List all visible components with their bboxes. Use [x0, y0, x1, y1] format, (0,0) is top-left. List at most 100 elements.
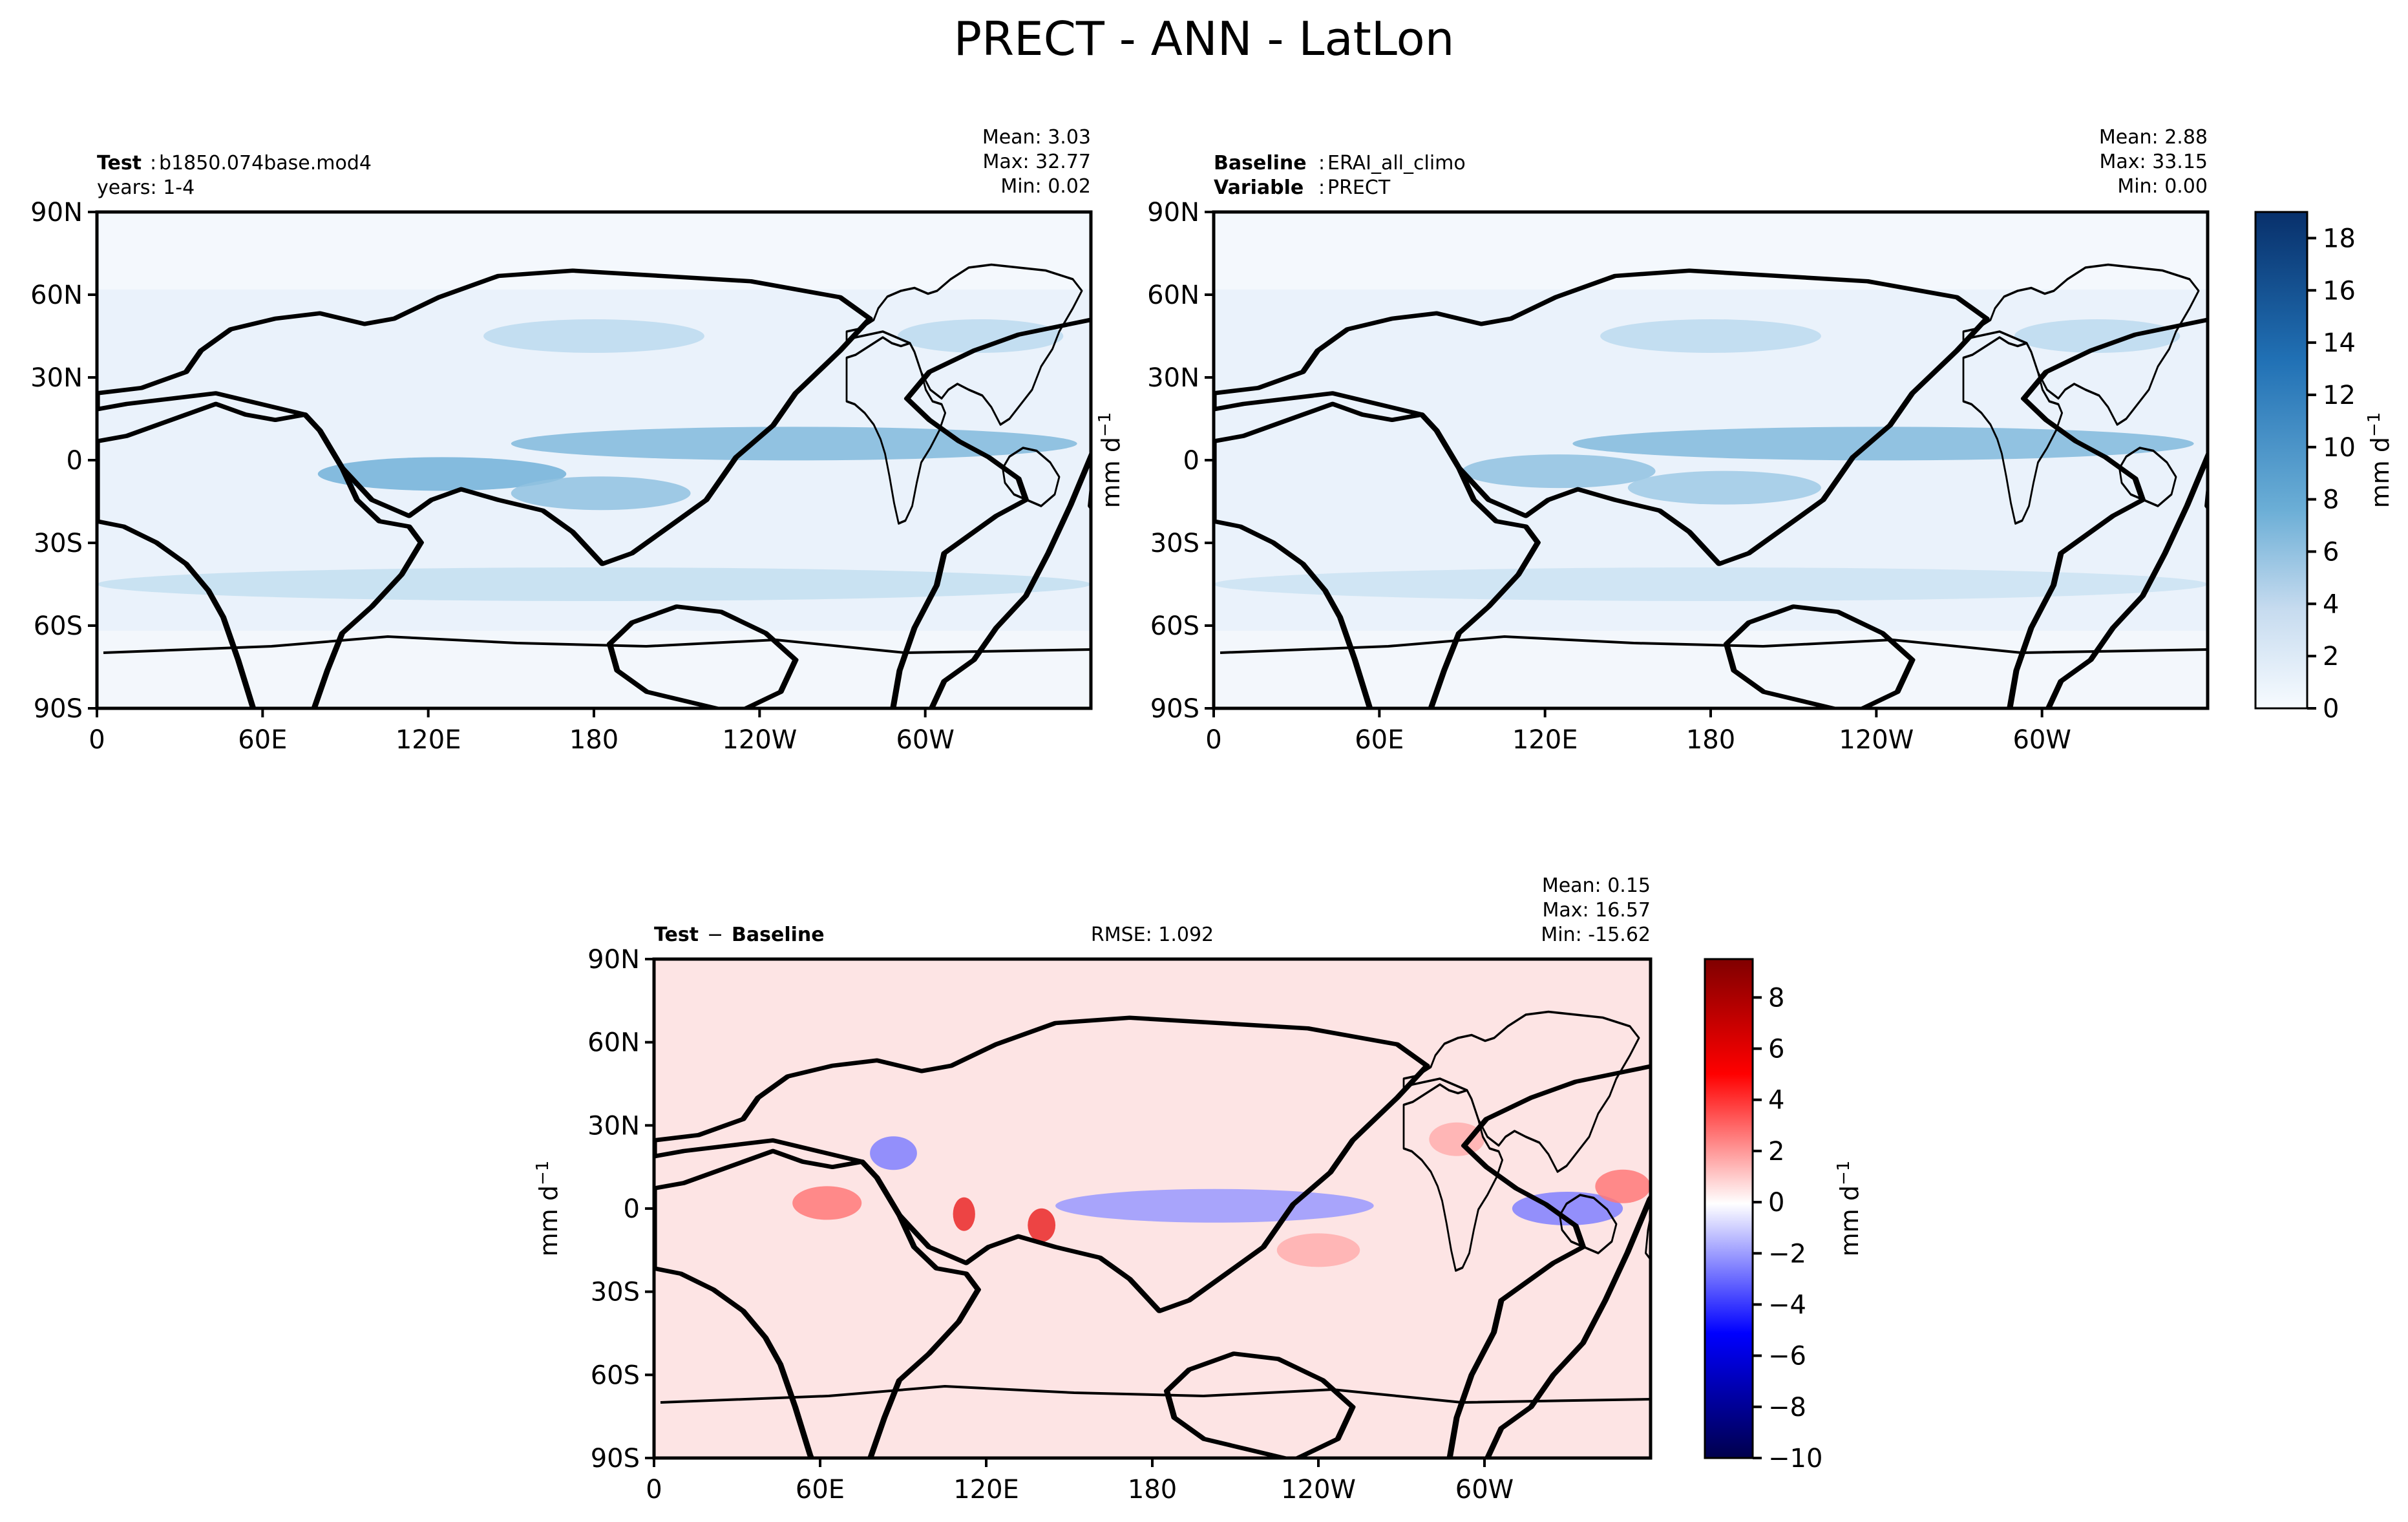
y-tick-label: 90S [591, 1444, 640, 1474]
x-tick-label: 180 [569, 725, 618, 755]
colorbar-tick-label: −6 [1768, 1342, 1806, 1371]
test-x-ticks: 0 60E 120E 180 120W 60W [89, 708, 955, 755]
x-tick-label: 120E [953, 1475, 1019, 1505]
x-tick-label: 60W [2012, 725, 2071, 755]
precip-feature [1055, 1189, 1374, 1223]
difference-map-field [654, 959, 1651, 1458]
precip-feature [1595, 1169, 1651, 1203]
y-tick-label: 0 [67, 446, 83, 476]
x-tick-label: 120E [1512, 725, 1578, 755]
precip-feature [1572, 427, 2194, 461]
x-tick-label: 60W [896, 725, 954, 755]
baseline-dataset: ERAI_all_climo [1327, 152, 1466, 174]
x-tick-label: 0 [646, 1475, 662, 1505]
test-mean: Mean: 3.03 [982, 126, 1091, 149]
colorbar-tick-label: 8 [2323, 485, 2339, 515]
y-tick-label: 60S [591, 1360, 640, 1390]
y-tick-label: 60N [587, 1028, 640, 1058]
test-case-name: b1850.074base.mod4 [159, 152, 372, 174]
test-min: Min: 0.02 [1000, 175, 1091, 198]
x-tick-label: 0 [89, 725, 105, 755]
colorbar-tick-label: 0 [2323, 694, 2339, 724]
x-tick-label: 180 [1686, 725, 1735, 755]
panel-difference: Test − Baseline RMSE: 1.092 Mean: 0.15 M… [533, 874, 1864, 1505]
precip-feature [953, 1197, 975, 1231]
colorbar-tick-label: 18 [2323, 224, 2356, 253]
test-label: Test [97, 152, 142, 174]
precip-feature [1627, 470, 1821, 505]
precip-feature [1028, 1208, 1056, 1242]
y-tick-label: 30N [30, 363, 83, 393]
precip-feature [792, 1186, 862, 1220]
y-tick-label: 30S [34, 529, 83, 558]
diff-max: Max: 16.57 [1542, 899, 1651, 922]
y-tick-label: 90N [1147, 198, 1199, 227]
precip-feature [511, 476, 691, 511]
difference-y-ticks: 90N 60N 30N 0 30S 60S 90S [587, 945, 654, 1474]
y-tick-label: 30S [591, 1278, 640, 1307]
difference-colorbar-label: mm d−1 [1834, 1161, 1864, 1257]
precip-feature [511, 427, 1077, 461]
test-max: Max: 32.77 [982, 151, 1091, 173]
baseline-label: Baseline [1214, 152, 1307, 174]
panel-test: Test : b1850.074base.mod4 years: 1-4 Mea… [30, 126, 1093, 755]
figure-title: PRECT - ANN - LatLon [954, 12, 1455, 66]
test-y-ticks: 90N 60N 30N 0 30S 60S 90S [30, 198, 97, 724]
colorbar-tick-label: 2 [2323, 642, 2339, 671]
test-years: years: 1-4 [97, 176, 195, 199]
x-tick-label: 120W [1839, 725, 1914, 755]
difference-x-ticks: 0 60E 120E 180 120W 60W [646, 1458, 1514, 1505]
colorbar-tick-label: 0 [1768, 1188, 1784, 1218]
baseline-yaxis-unit: mm d−1 [1095, 412, 1125, 509]
x-tick-label: 120E [396, 725, 461, 755]
difference-yaxis-unit: mm d−1 [533, 1161, 563, 1257]
precip-feature [2014, 319, 2181, 353]
colorbar-tick-label: 6 [1768, 1035, 1784, 1064]
test-colon: : [150, 152, 156, 174]
panel-baseline: Baseline : ERAI_all_climo Variable : PRE… [1095, 126, 2394, 755]
precip-feature [483, 319, 704, 353]
y-tick-label: 30N [1147, 363, 1199, 393]
y-tick-label: 60N [30, 280, 83, 310]
x-tick-label: 60E [796, 1475, 845, 1505]
x-tick-label: 0 [1205, 725, 1221, 755]
variable-name: PRECT [1327, 176, 1391, 199]
colorbar-tick-label: 4 [2323, 589, 2339, 619]
x-tick-label: 60E [238, 725, 287, 755]
precip-feature [97, 567, 1091, 601]
variable-label: Variable [1214, 176, 1304, 199]
precip-feature [1276, 1233, 1360, 1267]
baseline-map-field [1214, 212, 2208, 708]
colorbar-tick-label: 14 [2323, 328, 2356, 358]
y-tick-label: 60N [1147, 280, 1199, 310]
precip-feature [1462, 454, 1656, 489]
diff-mean: Mean: 0.15 [1542, 874, 1651, 897]
y-tick-label: 0 [1183, 446, 1199, 476]
baseline-x-ticks: 0 60E 120E 180 120W 60W [1205, 708, 2071, 755]
colorbar-tick-label: −8 [1768, 1393, 1806, 1422]
precip-feature [870, 1136, 917, 1170]
precip-feature [1214, 567, 2208, 601]
baseline-max: Max: 33.15 [2099, 151, 2208, 173]
y-tick-label: 30N [587, 1111, 640, 1141]
precip-feature [897, 319, 1064, 353]
precip-feature [1429, 1122, 1485, 1156]
colorbar-tick-label: 2 [1768, 1137, 1784, 1167]
x-tick-label: 120W [722, 725, 797, 755]
y-tick-label: 0 [624, 1194, 640, 1224]
y-tick-label: 60S [1150, 611, 1199, 641]
colorbar-tick-label: −10 [1768, 1444, 1822, 1474]
y-tick-label: 90S [34, 694, 83, 724]
baseline-min: Min: 0.00 [2117, 175, 2208, 198]
y-tick-label: 30S [1150, 529, 1199, 558]
colorbar-tick-label: 8 [1768, 983, 1784, 1013]
baseline-colon: : [1318, 152, 1325, 174]
diff-min: Min: -15.62 [1541, 924, 1651, 946]
baseline-colorbar: 0 2 4 6 8 10 12 14 16 18 mm d−1 [2254, 211, 2394, 724]
diff-rmse: RMSE: 1.092 [1091, 924, 1214, 946]
y-tick-label: 90N [587, 945, 640, 975]
x-tick-label: 180 [1128, 1475, 1177, 1505]
diff-baseline-label: Baseline [732, 924, 825, 946]
baseline-colorbar-label: mm d−1 [2365, 412, 2394, 509]
